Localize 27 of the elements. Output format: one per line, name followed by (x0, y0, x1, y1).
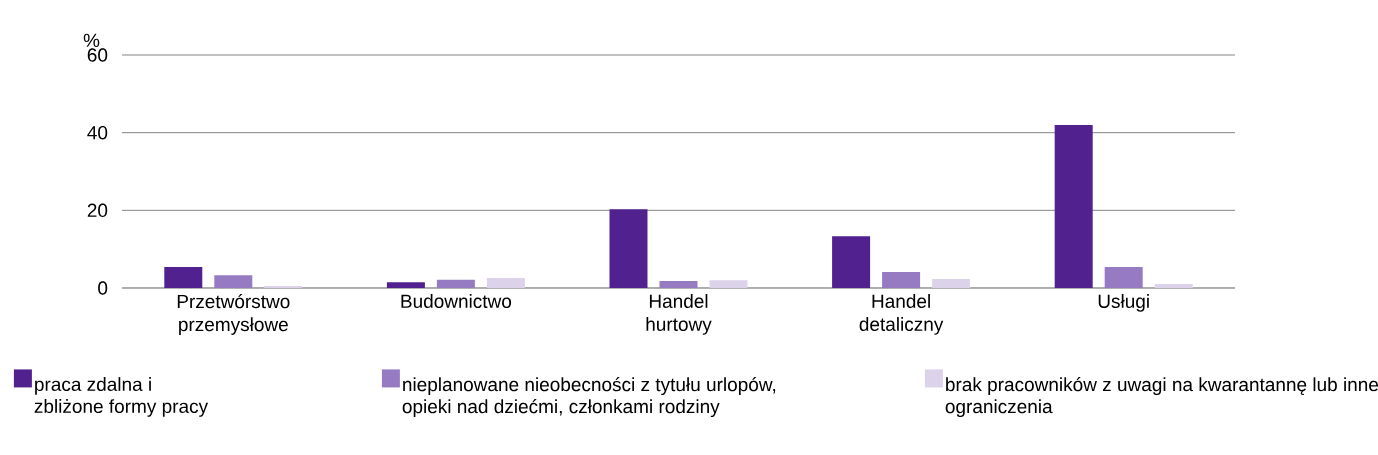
bar (164, 267, 203, 288)
y-tick-label: 40 (87, 125, 108, 140)
legend-label: praca zdalna i zbliżone formy pracy (34, 377, 209, 417)
bar (932, 279, 971, 288)
x-tick-label: Przetwórstwo przemysłowe (177, 294, 290, 335)
y-axis-title: % (83, 33, 100, 47)
y-tick-label: 60 (87, 48, 108, 62)
bar (882, 272, 921, 288)
legend-label: nieplanowane nieobecności z tytułu urlopów, opieki nad dziećmi, członkami rodziny (402, 377, 776, 418)
bar (659, 281, 698, 288)
bar (214, 275, 253, 288)
bar (1054, 124, 1093, 288)
bar (609, 209, 648, 288)
bar (1154, 284, 1193, 288)
legend-label: brak pracowników z uwagi na kwarantannę lub inne ograniczenia (945, 377, 1378, 418)
x-tick-label: Handel detaliczny (859, 294, 944, 335)
bar (486, 277, 525, 288)
bar (1104, 267, 1143, 288)
bar (709, 280, 748, 288)
x-tick-label: Budownictwo (401, 294, 512, 308)
bar (386, 282, 425, 288)
bar (832, 236, 871, 288)
x-tick-label: Usługi (1098, 294, 1149, 312)
y-tick-label: 20 (87, 203, 108, 218)
bar (436, 279, 475, 288)
y-tick-label: 0 (98, 281, 108, 295)
x-tick-label: Handel hurtowy (646, 294, 712, 335)
